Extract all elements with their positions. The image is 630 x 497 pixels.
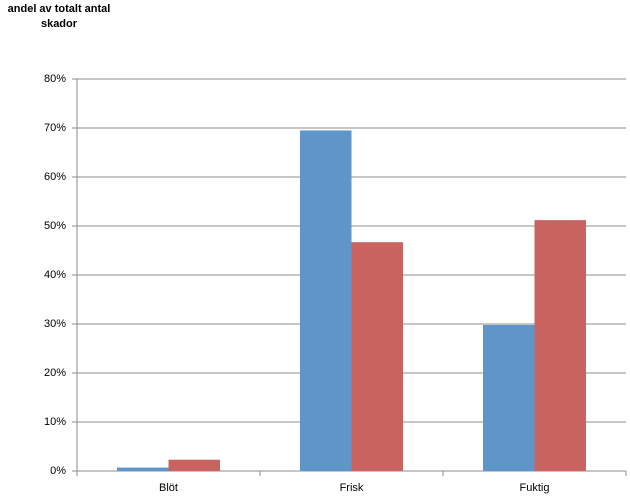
x-tick-label: Frisk [340,482,364,494]
y-tick-label: 10% [44,416,66,428]
y-tick-label: 0% [50,465,66,477]
y-tick-label: 60% [44,171,66,183]
bar [117,467,169,471]
y-axis-label: andel av totalt antal skador [7,3,111,30]
bar [534,220,586,471]
bar [351,242,403,471]
y-tick-label: 80% [44,73,66,85]
y-tick-label: 50% [44,220,66,232]
y-tick-label: 70% [44,122,66,134]
y-tick-label: 20% [44,367,66,379]
x-tick-label: Blöt [159,482,178,494]
bar [168,459,220,471]
bar [300,130,352,471]
y-tick-label: 40% [44,269,66,281]
bar [483,324,535,471]
y-tick-label: 30% [44,318,66,330]
x-tick-label: Fuktig [520,482,550,494]
